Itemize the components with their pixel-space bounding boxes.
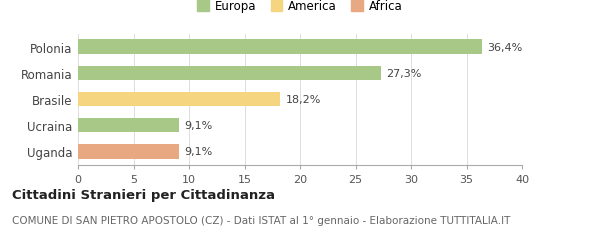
Text: 9,1%: 9,1% bbox=[185, 147, 213, 157]
Text: 27,3%: 27,3% bbox=[386, 68, 422, 79]
Text: 18,2%: 18,2% bbox=[286, 95, 321, 105]
Text: COMUNE DI SAN PIETRO APOSTOLO (CZ) - Dati ISTAT al 1° gennaio - Elaborazione TUT: COMUNE DI SAN PIETRO APOSTOLO (CZ) - Dat… bbox=[12, 215, 511, 225]
Text: Cittadini Stranieri per Cittadinanza: Cittadini Stranieri per Cittadinanza bbox=[12, 188, 275, 201]
Text: 9,1%: 9,1% bbox=[185, 121, 213, 131]
Bar bbox=[78, 144, 179, 159]
Bar bbox=[78, 40, 482, 55]
Bar bbox=[78, 93, 280, 107]
Bar bbox=[78, 66, 381, 81]
Bar bbox=[78, 119, 179, 133]
Text: 36,4%: 36,4% bbox=[488, 42, 523, 52]
Legend: Europa, America, Africa: Europa, America, Africa bbox=[193, 0, 407, 18]
